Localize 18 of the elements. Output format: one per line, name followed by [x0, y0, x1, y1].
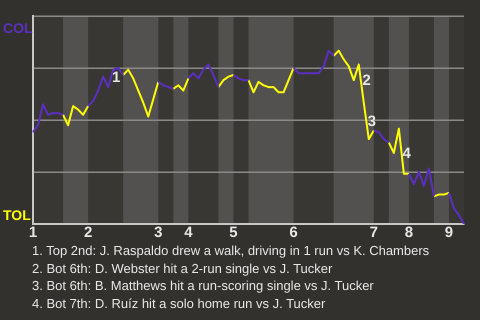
text: 4. Bot 7th: D. Ruíz hit a solo home run vs J. Tucker [32, 294, 326, 312]
x-tick-label: 9 [444, 224, 454, 242]
text: 3. Bot 6th: B. Matthews hit a run-scoring single vs J. Tucker [32, 277, 375, 294]
x-tick-label: 5 [229, 224, 238, 242]
x-tick-label: 3 [154, 224, 162, 242]
annotation: 4 [402, 145, 412, 162]
x-tick-label: 4 [184, 224, 194, 242]
x-tick-label: 6 [289, 224, 298, 242]
annotation: 1 [112, 69, 120, 86]
text: 1. Top 2nd: J. Raspaldo drew a walk, driving in 1 run vs K. Chambers [32, 242, 430, 260]
x-tick-label: 7 [370, 224, 378, 242]
x-tick-label: 8 [404, 224, 414, 242]
x-tick-label: 2 [84, 224, 92, 242]
text: TOL [3, 206, 32, 223]
annotation: 3 [368, 113, 376, 130]
text: 2. Bot 6th: D. Webster hit a 2-run single vs J. Tucker [32, 260, 334, 277]
x-tick-label: 1 [28, 224, 38, 242]
annotation: 2 [362, 72, 371, 90]
